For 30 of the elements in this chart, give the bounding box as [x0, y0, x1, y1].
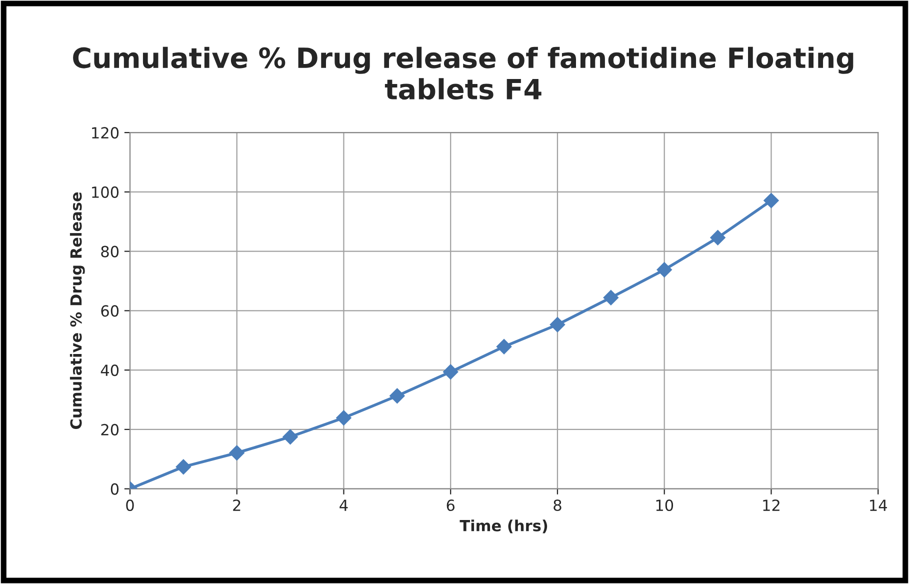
x-tick-label: 6: [446, 499, 455, 512]
y-tick-label: 40: [100, 364, 119, 376]
y-tick-label: 20: [101, 424, 119, 436]
x-axis-title: Time (hrs): [460, 520, 548, 534]
y-tick-label: 80: [101, 246, 119, 258]
point: [229, 445, 244, 460]
x-tick-label: 10: [656, 499, 674, 512]
y-tick-label: 120: [92, 127, 119, 139]
x-tick-label: 8: [554, 499, 562, 512]
point: [443, 364, 458, 380]
y-tick-label: 60: [101, 305, 119, 317]
y-tick-label: 100: [92, 186, 119, 198]
point: [336, 410, 352, 426]
point: [710, 230, 726, 246]
point: [282, 429, 298, 444]
x-tick-label: 2: [233, 499, 240, 511]
point: [603, 290, 618, 306]
x-tick-label: 12: [763, 499, 780, 511]
point: [176, 459, 191, 474]
point: [550, 317, 566, 332]
point: [764, 192, 779, 208]
x-tick-label: 14: [870, 500, 887, 511]
y-tick-label: 0: [110, 483, 119, 495]
y-axis-title: Cumulative % Drug Release: [70, 192, 85, 429]
point: [390, 388, 405, 404]
x-tick-label: 4: [340, 500, 348, 511]
point: [656, 262, 672, 278]
point: [496, 339, 512, 354]
x-tick-label: 0: [126, 499, 134, 512]
chart-title: Cumulative % Drug release of famotidine Floating tablets F4: [73, 46, 854, 100]
